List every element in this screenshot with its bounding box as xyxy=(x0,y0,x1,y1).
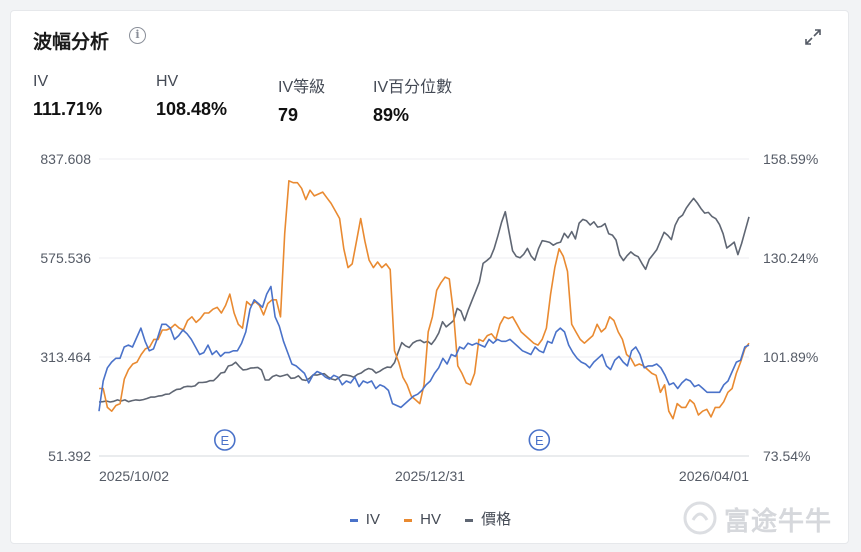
metric-hv: HV 108.48% xyxy=(156,73,227,120)
x-tick-label: 2026/04/01 xyxy=(679,468,749,484)
y-left-tick-label: 575.536 xyxy=(40,250,91,266)
watermark-logo-icon xyxy=(683,501,717,535)
y-left-tick-label: 837.608 xyxy=(40,151,91,167)
chart-legend: IV HV 價格 xyxy=(11,508,850,529)
metric-iv-rank: IV等級 79 xyxy=(278,73,325,126)
y-right-tick-label: 73.54% xyxy=(763,448,810,464)
legend-item-iv[interactable]: IV xyxy=(349,511,380,528)
card-title: 波幅分析 xyxy=(33,32,110,53)
y-left-tick-label: 313.464 xyxy=(40,349,91,365)
metric-hv-value: 108.48% xyxy=(156,99,228,119)
metric-iv-percentile-value: 89% xyxy=(373,105,410,125)
metric-hv-label: HV xyxy=(156,73,179,90)
y-left-tick-label: 51.392 xyxy=(48,448,91,464)
legend-label-iv: IV xyxy=(365,511,380,528)
iv-series-line xyxy=(98,285,750,412)
hv-series-line xyxy=(99,180,750,420)
info-icon[interactable]: i xyxy=(129,27,146,44)
x-tick-label: 2025/10/02 xyxy=(99,468,169,484)
legend-item-price[interactable]: 價格 xyxy=(465,508,511,529)
legend-label-price: 價格 xyxy=(481,511,512,528)
metric-iv: IV 111.71% xyxy=(33,73,102,120)
earnings-marker-circle xyxy=(214,429,236,451)
price-series-line xyxy=(98,197,750,403)
earnings-marker-circle xyxy=(528,429,551,451)
x-tick-label: 2025/12/31 xyxy=(395,468,465,484)
y-right-tick-label: 158.59% xyxy=(763,151,818,167)
y-right-tick-label: 101.89% xyxy=(763,349,818,365)
legend-item-hv[interactable]: HV xyxy=(404,511,441,528)
metric-iv-rank-label: IV等級 xyxy=(278,79,326,96)
earnings-marker[interactable]: E xyxy=(214,429,236,451)
metric-iv-percentile: IV百分位數 89% xyxy=(373,73,452,126)
metric-iv-percentile-label: IV百分位數 xyxy=(373,79,453,96)
earnings-marker[interactable]: E xyxy=(528,429,551,451)
metric-iv-value: 111.71% xyxy=(33,99,103,119)
legend-label-hv: HV xyxy=(420,511,441,528)
y-right-tick-label: 130.24% xyxy=(763,250,818,266)
watermark: 富途牛牛 xyxy=(724,506,833,536)
earnings-marker-label: E xyxy=(220,433,229,448)
expand-icon[interactable] xyxy=(803,27,823,47)
earnings-marker-label: E xyxy=(535,433,544,448)
volatility-chart: 837.608 575.536 313.464 51.392 158.59% 130.24… xyxy=(40,151,818,484)
metric-iv-rank-value: 79 xyxy=(278,105,299,125)
metric-iv-label: IV xyxy=(33,73,49,90)
volatility-card: 波幅分析 i IV 111.71% HV 108.48% IV等級 79 IV百… xyxy=(10,10,849,544)
